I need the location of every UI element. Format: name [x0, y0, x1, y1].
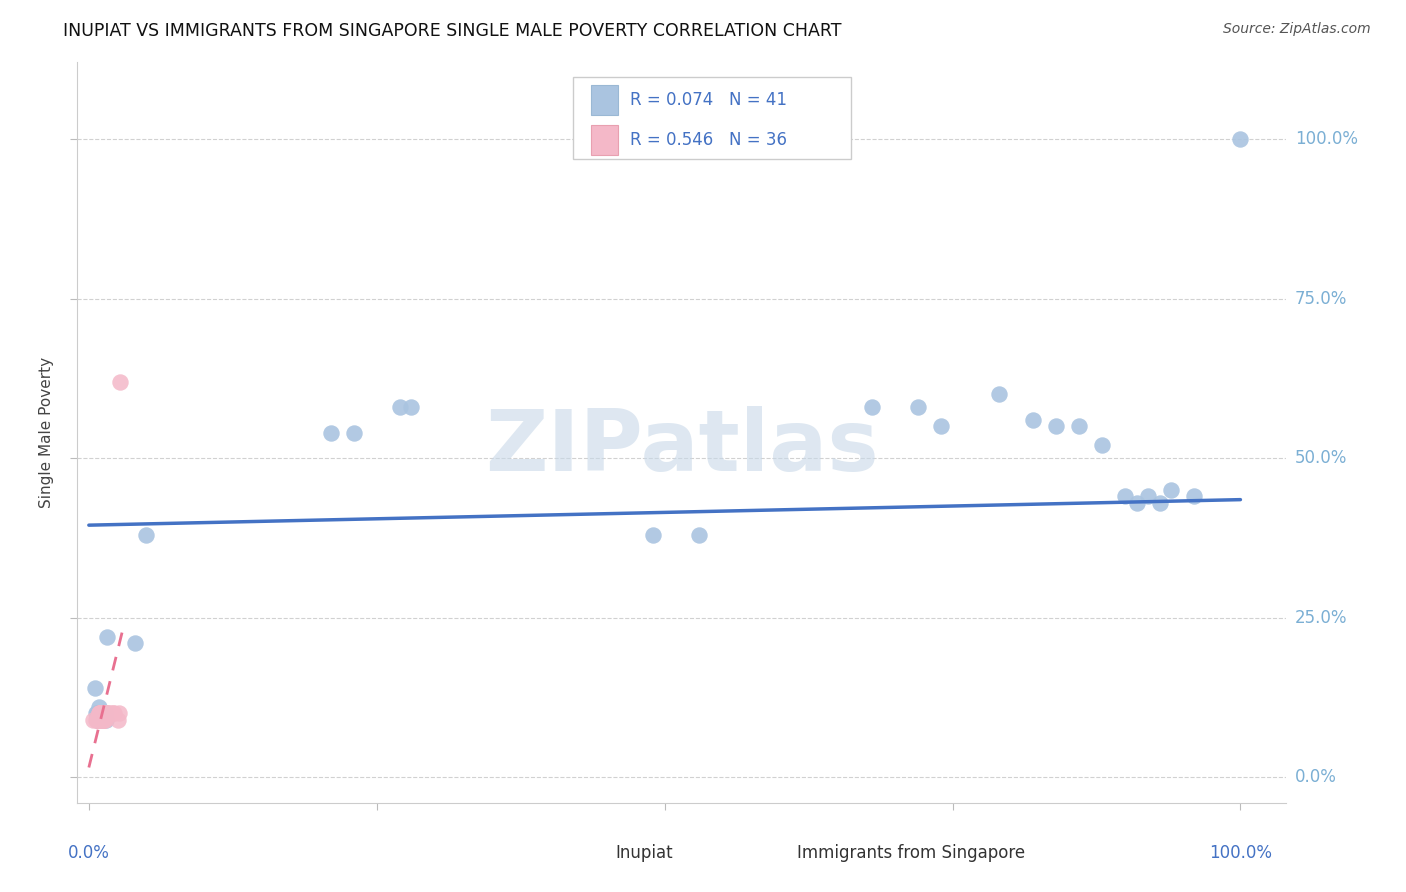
Point: [89, 700, 111, 714]
Point: [89, 713, 111, 727]
Text: 100.0%: 100.0%: [1209, 845, 1272, 863]
Bar: [761, 843, 787, 865]
Text: 25.0%: 25.0%: [1295, 608, 1347, 627]
Point: [89, 713, 111, 727]
Text: 75.0%: 75.0%: [1295, 290, 1347, 308]
Point: [987, 387, 1010, 401]
Point: [86, 713, 108, 727]
Point: [1229, 132, 1251, 146]
Point: [90, 713, 112, 727]
Point: [90, 706, 112, 721]
Point: [89, 706, 111, 721]
Point: [94, 706, 117, 721]
Point: [94, 706, 117, 721]
Text: Inupiat: Inupiat: [616, 844, 673, 863]
Point: [107, 706, 129, 721]
Point: [83, 681, 105, 695]
Point: [688, 527, 710, 541]
Point: [643, 527, 665, 541]
Point: [89, 713, 111, 727]
Point: [124, 636, 146, 650]
Point: [90, 706, 112, 721]
Bar: [592, 126, 617, 155]
Point: [93, 713, 115, 727]
Point: [91, 713, 114, 727]
Point: [96, 706, 118, 721]
Point: [1114, 490, 1136, 504]
Point: [860, 400, 883, 414]
Point: [1069, 419, 1091, 434]
Point: [90, 713, 112, 727]
Text: 0.0%: 0.0%: [1295, 768, 1337, 786]
Point: [907, 400, 929, 414]
Point: [1126, 496, 1149, 510]
Point: [1149, 496, 1171, 510]
Point: [89, 706, 111, 721]
FancyBboxPatch shape: [574, 78, 851, 159]
Point: [89, 706, 111, 721]
Point: [91, 706, 114, 721]
Point: [1091, 438, 1114, 452]
Point: [1022, 413, 1045, 427]
Point: [93, 706, 115, 721]
Point: [87, 713, 110, 727]
Point: [90, 706, 112, 721]
Bar: [579, 843, 606, 865]
Point: [97, 706, 120, 721]
Point: [388, 400, 411, 414]
Point: [1160, 483, 1182, 497]
Point: [82, 713, 104, 727]
Point: [89, 713, 111, 727]
Point: [98, 706, 121, 721]
Text: ZIPatlas: ZIPatlas: [485, 406, 879, 489]
Point: [84, 706, 107, 721]
Y-axis label: Single Male Poverty: Single Male Poverty: [39, 357, 55, 508]
Point: [94, 706, 117, 721]
Text: R = 0.074   N = 41: R = 0.074 N = 41: [630, 91, 787, 109]
Point: [86, 713, 108, 727]
Text: Source: ZipAtlas.com: Source: ZipAtlas.com: [1223, 22, 1371, 37]
Point: [89, 706, 111, 721]
Text: 100.0%: 100.0%: [1295, 130, 1358, 148]
Point: [1182, 490, 1205, 504]
Point: [135, 527, 157, 541]
Text: Immigrants from Singapore: Immigrants from Singapore: [797, 844, 1025, 863]
Point: [91, 713, 114, 727]
Point: [91, 713, 114, 727]
Point: [94, 713, 117, 727]
Point: [90, 706, 112, 721]
Point: [89, 706, 111, 721]
Point: [91, 706, 114, 721]
Point: [107, 713, 129, 727]
Point: [89, 713, 111, 727]
Point: [93, 706, 115, 721]
Point: [90, 713, 112, 727]
Bar: [592, 86, 617, 115]
Point: [86, 706, 108, 721]
Text: 50.0%: 50.0%: [1295, 450, 1347, 467]
Point: [929, 419, 952, 434]
Point: [343, 425, 366, 440]
Point: [87, 706, 110, 721]
Point: [94, 713, 117, 727]
Point: [1045, 419, 1067, 434]
Point: [84, 713, 107, 727]
Point: [93, 706, 115, 721]
Point: [319, 425, 342, 440]
Point: [401, 400, 423, 414]
Text: 0.0%: 0.0%: [67, 845, 110, 863]
Point: [89, 706, 111, 721]
Point: [108, 375, 131, 389]
Text: INUPIAT VS IMMIGRANTS FROM SINGAPORE SINGLE MALE POVERTY CORRELATION CHART: INUPIAT VS IMMIGRANTS FROM SINGAPORE SIN…: [63, 22, 842, 40]
Point: [1137, 490, 1160, 504]
Text: R = 0.546   N = 36: R = 0.546 N = 36: [630, 131, 787, 149]
Point: [103, 706, 125, 721]
Point: [89, 706, 111, 721]
Point: [101, 706, 124, 721]
Point: [89, 706, 111, 721]
Point: [96, 630, 118, 644]
Point: [87, 713, 110, 727]
